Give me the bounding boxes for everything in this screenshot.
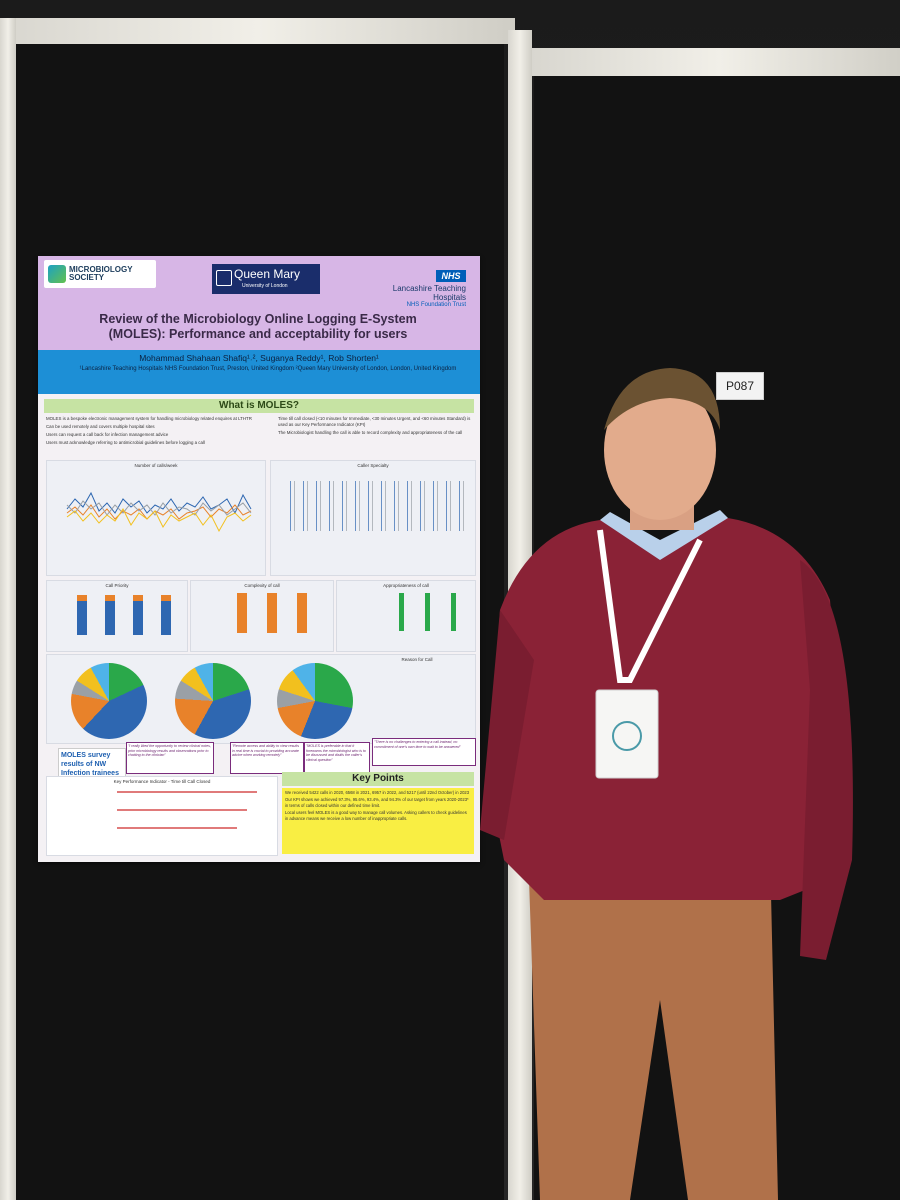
chart-complexity-title: Complexity of call [244,583,280,588]
chart-appropriateness: Appropriateness of call [336,580,476,652]
section-what-heading: What is MOLES? [44,399,474,413]
nhs-badge: NHS [436,270,466,282]
queen-mary-logo: Queen Mary University of London [212,264,320,294]
complexity-bar [267,593,277,633]
trousers [528,850,778,1200]
board-number-tag: P087 [716,372,764,400]
hair [604,368,720,430]
poster-affiliations: ¹Lancashire Teaching Hospitals NHS Found… [79,366,457,372]
bullets-left: MOLES is a bespoke electronic management… [46,416,256,446]
chart-complexity: Complexity of call [190,580,334,652]
priority-bar [105,595,115,635]
key-points-heading: Key Points [282,772,474,786]
chart-kpi: Key Performance Indicator - Time till Ca… [46,776,278,856]
person-illustration [480,368,853,1200]
nhs-org-line2: Hospitals [433,293,466,302]
chart-kpi-title: Key Performance Indicator - Time till Ca… [113,779,211,784]
bullet-item: The Microbiologist handling the call is … [278,430,463,435]
queen-mary-crest-icon [216,270,232,286]
key-points-box: We received 5422 calls in 2020, 6568 in … [282,788,474,854]
bullets-right: Time till call closed (<10 minutes for I… [278,416,473,436]
appropriate-bar [399,593,404,631]
microbiology-society-mark-icon [48,265,66,283]
poster-title-line2: (MOLES): Performance and acceptability f… [108,327,408,341]
priority-bar [77,595,87,635]
queen-mary-sub: University of London [242,283,288,289]
calls-2023-line [66,508,252,533]
chart-caller-specialty: Caller Specialty [270,460,476,576]
chart-specialty-title: Caller Specialty [357,463,389,468]
calls-2021-line [66,504,252,520]
survey-quote-3: "MOLES is preferable in that it forewarn… [304,742,370,774]
chart-calls-title: Number of calls/week [134,463,178,468]
priority-bar [133,595,143,635]
kpi-bar [117,791,257,793]
badge-logo-icon [612,721,642,751]
queen-mary-name: Queen Mary [234,267,301,281]
microbiology-society-logo: MICROBIOLOGY SOCIETY [44,260,156,288]
reason-legend-title: Reason for Call [401,657,433,662]
pie-2022 [175,663,251,739]
bullet-item: Users can request a call back for infect… [46,432,169,437]
calls-2020-line [66,491,252,515]
kpi-bar [117,827,237,829]
key-point-item: Our KPI shows we achieved 97.3%, 95.6%, … [285,797,469,808]
survey-label: MOLES survey results of NW Infection tra… [58,748,126,781]
pie-2023 [277,663,353,739]
shirt-collar [600,510,728,560]
pie-2021 [71,663,147,739]
chart-calls-per-week: Number of calls/week [46,460,266,576]
chart-priority-title: Call Priority [105,583,129,588]
complexity-bar [237,593,247,633]
board-frame-left-post [0,18,16,1200]
board-frame-top-left [0,18,515,44]
poster: MICROBIOLOGY SOCIETY Queen Mary Universi… [38,256,480,862]
key-point-item: Local users feel MOLES is a good way to … [285,810,467,821]
kpi-bar [117,809,247,811]
nhs-org-line1: Lancashire Teaching [392,284,466,293]
bullet-item: Users must acknowledge referring to anti… [46,440,205,445]
face [604,380,716,520]
board-frame-top-right [530,48,900,76]
lanyard [597,529,703,683]
chart-appropriate-title: Appropriateness of call [383,583,429,588]
complexity-bar [297,593,307,633]
bullet-item: Can be used remotely and covers multiple… [46,424,155,429]
survey-quote-4: "There is no challenges to entering a ca… [372,738,476,766]
bullet-item: MOLES is a bespoke electronic management… [46,416,252,421]
left-sleeve [480,610,534,840]
appropriate-bar [425,593,430,631]
right-sleeve [800,560,853,960]
survey-quote-1: "I really liked the opportunity to revie… [126,742,214,774]
poster-authors: Mohammad Shahaan Shafiq¹˒², Suganya Redd… [139,353,379,363]
priority-bar [161,595,171,635]
name-badge [595,689,659,779]
poster-title-line1: Review of the Microbiology Online Loggin… [99,312,417,326]
specialty-bars [285,481,469,531]
pie-charts-panel: Reason for Call [46,654,476,744]
microbiology-society-text: MICROBIOLOGY SOCIETY [69,265,133,282]
survey-quote-2: "Remote access and ability to view resul… [230,742,304,774]
key-point-item: We received 5422 calls in 2020, 6568 in … [285,790,470,795]
sweater [488,518,848,900]
chart-call-priority: Call Priority [46,580,188,652]
authors-banner: Mohammad Shahaan Shafiq¹˒², Suganya Redd… [38,350,480,394]
calls-line-svg [66,491,252,533]
bullet-item: Time till call closed (<10 minutes for I… [278,416,471,427]
appropriate-bar [451,593,456,631]
nhs-org-line3: NHS Foundation Trust [406,302,466,308]
calls-2022-line [66,500,252,516]
